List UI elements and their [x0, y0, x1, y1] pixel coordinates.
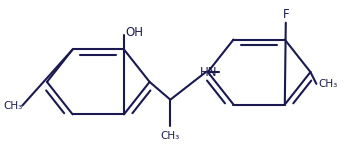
- Text: F: F: [283, 8, 289, 21]
- Text: HN: HN: [200, 66, 218, 79]
- Text: OH: OH: [125, 26, 143, 39]
- Text: CH₃: CH₃: [318, 79, 338, 89]
- Text: CH₃: CH₃: [3, 101, 22, 111]
- Text: CH₃: CH₃: [161, 131, 180, 141]
